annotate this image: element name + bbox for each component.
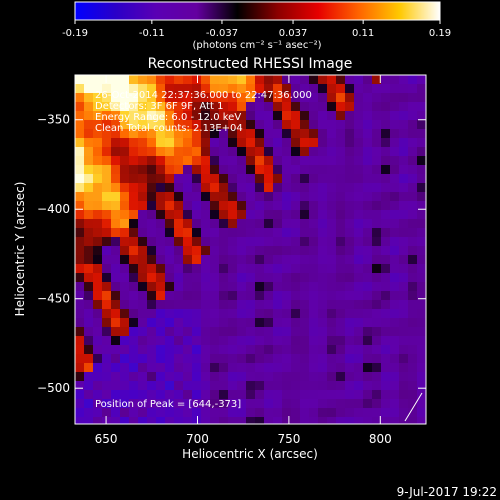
colorbar-tick-label: 0.11 — [352, 28, 374, 39]
info-line-total-counts: Clean Total counts: 2.13E+04 — [95, 123, 243, 134]
y-tick-label: −500 — [37, 381, 70, 395]
y-tick-label: −350 — [37, 113, 70, 127]
x-tick-label: 750 — [277, 432, 300, 446]
heatmap-image — [75, 75, 426, 424]
x-tick-label: 800 — [369, 432, 392, 446]
plot-frame — [74, 74, 427, 425]
info-line-time-range: 26-Oct-2014 22:37:36.000 to 22:47:36.000 — [95, 90, 312, 101]
x-tick-label: 700 — [186, 432, 209, 446]
x-tick-label: 650 — [95, 432, 118, 446]
colorbar-ticks: -0.19 -0.11 -0.037 0.037 0.11 0.19 — [62, 20, 451, 39]
peak-position-label: Position of Peak = [644,-373] — [95, 399, 241, 410]
info-overlay: 26-Oct-2014 22:37:36.000 to 22:47:36.000… — [95, 90, 312, 134]
colorbar-tick-label: 0.037 — [279, 28, 308, 39]
colorbar: -0.19 -0.11 -0.037 0.037 0.11 0.19 (photons c… — [62, 1, 451, 51]
info-line-detectors: Detectors: 3F 6F 9F, Att 1 — [95, 101, 223, 112]
y-axis-ticks: −350 −400 −450 −500 — [37, 113, 426, 395]
date-stamp: 9-Jul-2017 19:22 — [397, 485, 497, 499]
y-axis-label: Heliocentric Y (arcsec) — [13, 182, 27, 317]
info-line-energy-range: Energy Range: 6.0 - 12.0 keV — [95, 112, 241, 123]
corner-mark — [404, 392, 423, 422]
chart-title: Reconstructed RHESSI Image — [148, 56, 353, 72]
colorbar-tick-label: -0.19 — [62, 28, 88, 39]
y-tick-label: −400 — [37, 202, 70, 216]
colorbar-units-label: (photons cm⁻² s⁻¹ asec⁻²) — [192, 40, 321, 51]
x-axis-ticks: 650 700 750 800 — [95, 75, 392, 446]
colorbar-tick-label: -0.11 — [139, 28, 165, 39]
colorbar-gradient — [74, 1, 441, 21]
colorbar-tick-label: -0.037 — [206, 28, 238, 39]
x-axis-label: Heliocentric X (arcsec) — [182, 447, 318, 461]
y-tick-label: −450 — [37, 292, 70, 306]
colorbar-tick-label: 0.19 — [429, 28, 451, 39]
